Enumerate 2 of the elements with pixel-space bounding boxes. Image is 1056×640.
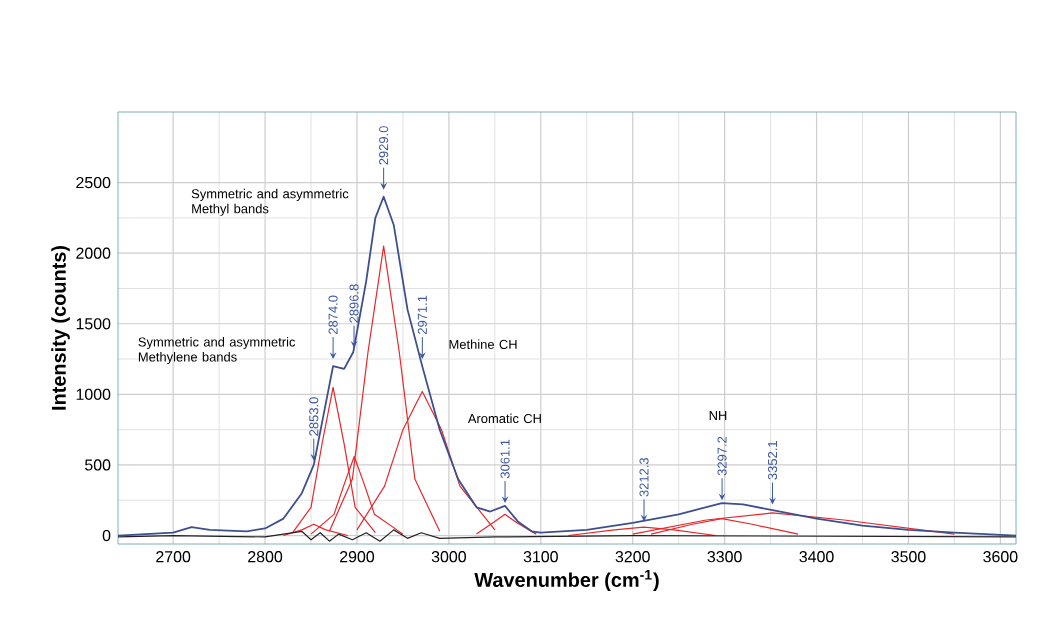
y-axis-title: Intensity (counts) (51, 245, 70, 410)
x-axis-title: Wavenumber (cm$^{-1}$) (474, 570, 659, 591)
